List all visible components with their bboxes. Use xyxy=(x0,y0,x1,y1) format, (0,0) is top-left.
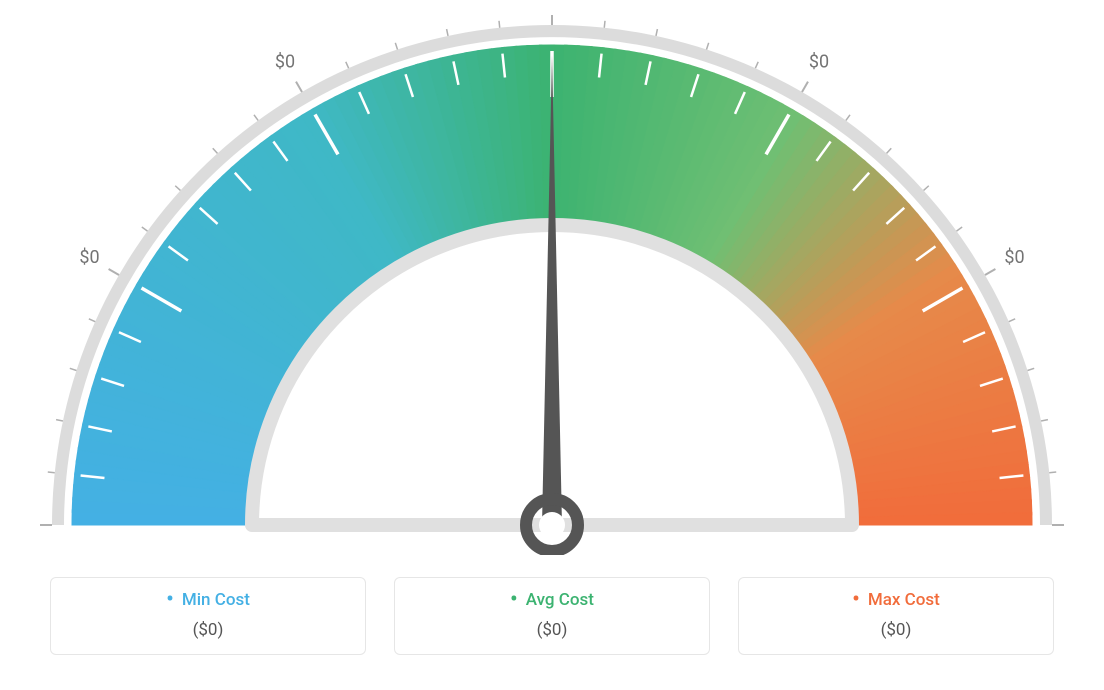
legend-value-min: ($0) xyxy=(51,620,365,640)
legend-value-avg: ($0) xyxy=(395,620,709,640)
legend-label-max: Max Cost xyxy=(852,590,940,610)
legend-box-min: Min Cost ($0) xyxy=(50,577,366,655)
legend-value-max: ($0) xyxy=(739,620,1053,640)
gauge-tick-label: $0 xyxy=(1004,247,1024,268)
gauge-tick-label: $0 xyxy=(79,247,99,268)
gauge-container: $0$0$0$0$0$0$0 xyxy=(20,15,1084,555)
legend-box-avg: Avg Cost ($0) xyxy=(394,577,710,655)
legend-label-avg: Avg Cost xyxy=(510,590,594,610)
cost-gauge: $0$0$0$0$0$0$0 xyxy=(32,15,1072,555)
gauge-tick-label: $0 xyxy=(809,51,829,72)
gauge-tick-label: $0 xyxy=(275,51,295,72)
legend-row: Min Cost ($0) Avg Cost ($0) Max Cost ($0… xyxy=(20,577,1084,655)
legend-label-min: Min Cost xyxy=(166,590,250,610)
legend-box-max: Max Cost ($0) xyxy=(738,577,1054,655)
